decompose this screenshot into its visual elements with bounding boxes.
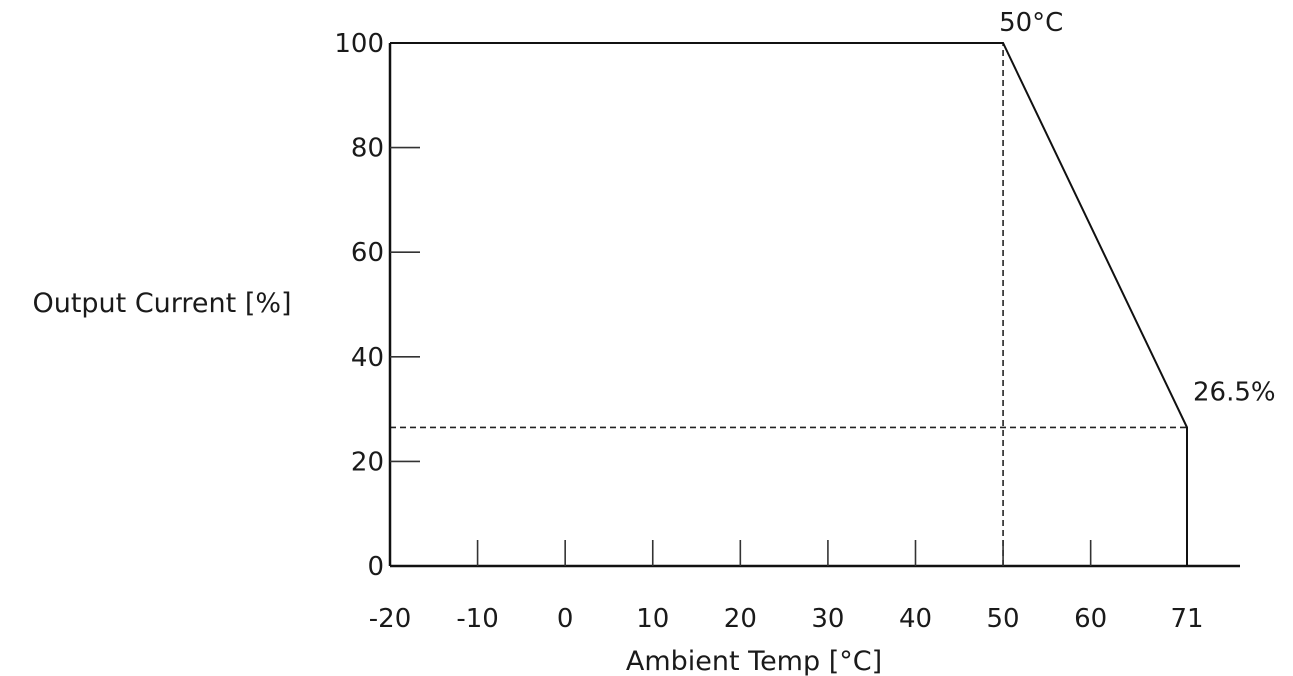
x-tick-label: 71 [1170,604,1203,634]
ref-lines-layer [390,43,1187,566]
x-axis-title: Ambient Temp [°C] [626,646,882,676]
x-tick-label: 10 [636,604,669,634]
y-axis-title: Output Current [%] [32,288,291,319]
y-ticks-layer: 0 20 40 60 80 100 [334,29,420,582]
x-tick-label: 20 [724,604,757,634]
x-tick-label: 40 [899,604,932,634]
derating-curve [390,42,1188,566]
annotation-derated-value: 26.5% [1193,377,1276,407]
y-tick-label: 40 [351,343,384,373]
x-tick-label: 30 [811,604,844,634]
x-tick-label: 50 [987,604,1020,634]
x-tick-label: 0 [557,604,574,634]
x-tick-label: -20 [369,604,411,634]
y-tick-label: 100 [334,29,384,59]
y-tick-label: 20 [351,447,384,477]
y-tick-label: 80 [351,134,384,164]
axes-layer [388,43,1240,568]
y-tick-label: 60 [351,238,384,268]
y-tick-label: 0 [367,552,384,582]
x-tick-label: 60 [1074,604,1107,634]
annotations-layer: 50°C 26.5% [999,8,1276,407]
x-ticks-layer: -20 -10 0 10 20 30 40 50 60 71 [369,540,1204,634]
annotation-peak-temp: 50°C [999,8,1063,38]
series-layer [390,42,1188,566]
x-tick-label: -10 [456,604,498,634]
